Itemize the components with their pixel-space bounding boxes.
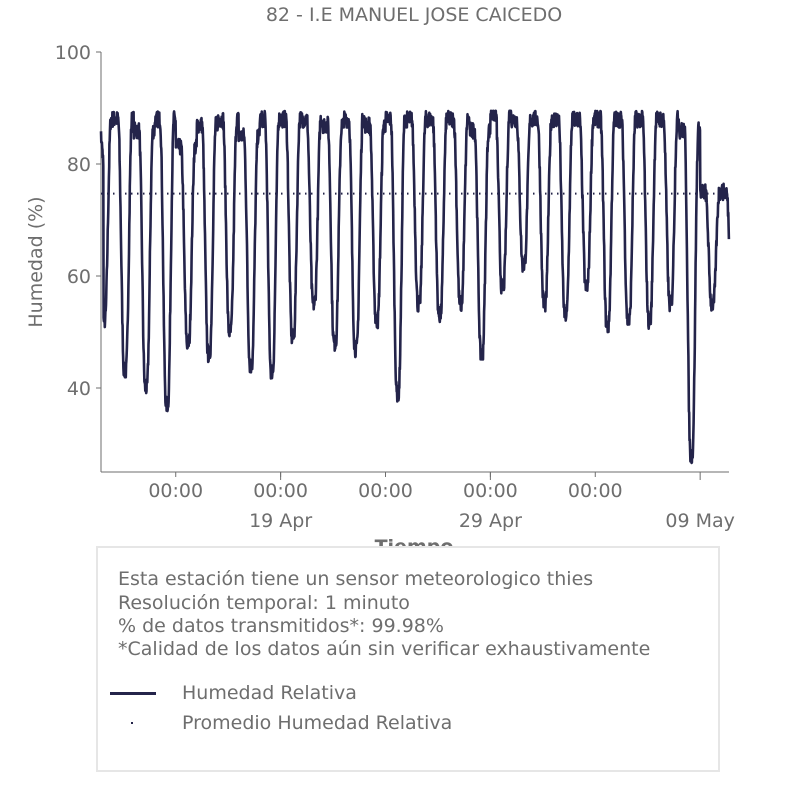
legend-solid-line-icon: [110, 680, 156, 706]
y-axis-label: Humedad (%): [25, 196, 47, 327]
y-tick-label: 100: [55, 42, 91, 64]
info-resolution-text: Resolución temporal: 1 minuto: [118, 592, 410, 614]
x-major-tick-label: 29 Apr: [459, 510, 522, 532]
legend-item-humidity: Humedad Relativa: [110, 680, 357, 706]
info-sensor-text: Esta estación tiene un sensor meteorolog…: [118, 568, 594, 590]
x-minor-tick-label: 00:00: [253, 480, 308, 502]
legend-label-humidity: Humedad Relativa: [182, 682, 357, 704]
x-minor-tick-label: 00:00: [568, 480, 623, 502]
y-tick-label: 40: [67, 378, 91, 400]
y-tick-label: 60: [67, 266, 91, 288]
x-minor-tick-label: 00:00: [358, 480, 413, 502]
x-major-tick-label: 09 May: [665, 510, 735, 532]
x-major-tick-label: 19 Apr: [249, 510, 312, 532]
legend-dot-icon: [110, 710, 156, 736]
x-minor-tick-label: 00:00: [463, 480, 518, 502]
legend-label-average: Promedio Humedad Relativa: [182, 712, 453, 734]
series-line-humidity: [99, 109, 731, 465]
humidity-chart: 82 - I.E MANUEL JOSE CAICEDO Humedad (%)…: [25, 4, 735, 558]
info-panel: Esta estación tiene un sensor meteorolog…: [96, 546, 720, 772]
chart-title: 82 - I.E MANUEL JOSE CAICEDO: [266, 4, 562, 26]
info-transmission-text: % de datos transmitidos*: 99.98%: [118, 615, 444, 637]
x-minor-tick-label: 00:00: [148, 480, 203, 502]
info-quality-note: *Calidad de los datos aún sin verificar …: [118, 638, 651, 660]
legend-item-average: Promedio Humedad Relativa: [110, 710, 452, 736]
y-tick-label: 80: [67, 154, 91, 176]
